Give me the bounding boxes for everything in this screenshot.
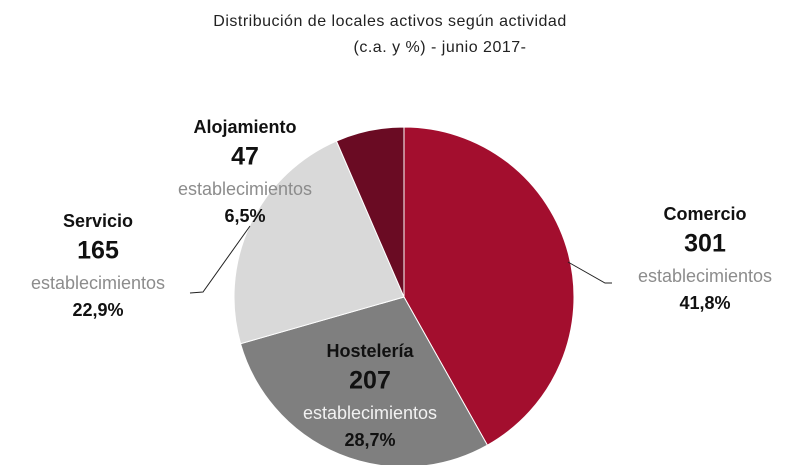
slice-count: 207 (349, 367, 391, 395)
pie-slice (403, 126, 575, 446)
slice-percent: 22,9% (72, 300, 123, 320)
slice-name: Servicio (63, 211, 133, 231)
slice-percent: 28,7% (344, 430, 395, 450)
pie-slice (335, 126, 405, 298)
leader-line (189, 225, 251, 294)
slice-count: 301 (684, 230, 726, 258)
slice-percent: 6,5% (224, 206, 265, 226)
chart-subtitle: (c.a. y %) - junio 2017- (354, 39, 527, 56)
slice-unit: establecimientos (178, 179, 312, 199)
slice-count: 47 (231, 143, 259, 171)
slice-unit: establecimientos (303, 403, 437, 423)
pie-slice (233, 140, 405, 345)
slice-percent: 41,8% (679, 293, 730, 313)
slice-name: Comercio (663, 204, 746, 224)
slice-name: Alojamiento (193, 117, 296, 137)
chart-title: Distribución de locales activos según ac… (213, 13, 566, 30)
pie-slice (239, 296, 489, 465)
slice-count: 165 (77, 237, 119, 265)
slice-unit: establecimientos (31, 273, 165, 293)
slice-name: Hostelería (326, 341, 414, 361)
slice-unit: establecimientos (638, 266, 772, 286)
leader-line (567, 261, 612, 284)
